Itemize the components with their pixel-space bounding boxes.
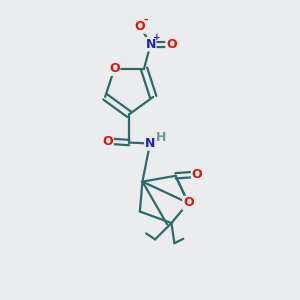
Text: H: H — [155, 131, 166, 144]
Text: N: N — [146, 38, 156, 51]
Text: +: + — [153, 33, 160, 42]
Text: O: O — [103, 135, 113, 148]
Text: N: N — [145, 137, 155, 150]
Text: O: O — [192, 168, 202, 181]
Text: O: O — [183, 196, 194, 209]
Text: O: O — [166, 38, 177, 51]
Text: O: O — [135, 20, 146, 33]
Text: -: - — [143, 15, 148, 25]
Text: O: O — [109, 62, 120, 75]
